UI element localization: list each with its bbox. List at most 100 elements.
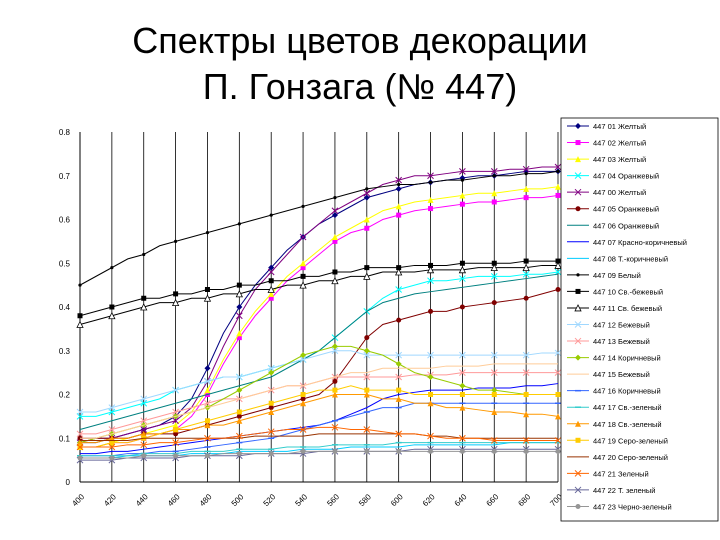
legend-label: 447 00 Желтый (593, 188, 646, 197)
data-point (364, 335, 370, 341)
legend-entry: 447 09 Белый (567, 271, 641, 280)
series-line (80, 194, 559, 448)
x-tick-label: 440 (134, 492, 150, 508)
legend-label: 447 11 Св. бежевый (593, 304, 662, 313)
legend-label: 447 07 Красно-коричневый (593, 238, 687, 247)
x-tick-label: 460 (166, 492, 182, 508)
data-point (204, 365, 211, 372)
legend-marker (575, 354, 581, 361)
legend-entry: 447 13 Бежевый (567, 337, 650, 346)
y-tick-label: 0.1 (59, 434, 71, 443)
data-point (426, 265, 435, 274)
title-line-1: Спектры цветов декорации (132, 20, 588, 61)
x-tick-label: 640 (453, 492, 469, 508)
data-point (236, 409, 242, 415)
data-point (554, 261, 562, 269)
data-point (299, 426, 307, 433)
x-tick-label: 500 (230, 492, 246, 508)
data-point (364, 448, 370, 454)
data-point (204, 287, 210, 292)
legend-entry: 447 10 Св.-бежевый (567, 287, 663, 296)
data-point (331, 212, 338, 219)
series-3 (77, 183, 561, 450)
series-20 (77, 385, 561, 450)
data-point (141, 295, 147, 301)
data-point (300, 273, 306, 279)
y-tick-label: 0 (66, 478, 71, 487)
data-point (140, 426, 148, 433)
data-point (523, 295, 529, 301)
data-point (268, 405, 274, 411)
legend-marker (575, 123, 581, 129)
data-point (428, 392, 434, 397)
data-point (459, 304, 465, 310)
data-point (523, 195, 529, 201)
data-point (395, 203, 402, 210)
series-24 (77, 448, 561, 461)
data-point (76, 320, 84, 328)
data-point (77, 439, 83, 446)
data-point (173, 453, 179, 459)
data-point (459, 392, 465, 397)
series-line (80, 402, 558, 457)
data-point (172, 417, 179, 425)
series-22 (76, 423, 562, 451)
data-point (459, 434, 466, 442)
data-point (491, 190, 498, 197)
data-point (364, 387, 370, 393)
series-line (80, 289, 559, 439)
x-tick-label: 400 (70, 492, 86, 508)
legend-entry: 447 11 Св. бежевый (567, 304, 662, 313)
data-point (173, 427, 179, 432)
data-point (236, 417, 243, 424)
data-point (491, 392, 497, 397)
data-point (172, 422, 179, 429)
data-point (140, 303, 148, 311)
data-point (395, 360, 402, 367)
data-point (300, 448, 306, 454)
data-point (428, 308, 434, 314)
data-point (76, 430, 84, 438)
data-point (300, 400, 307, 407)
data-point (108, 404, 116, 411)
y-tick-label: 0.3 (59, 347, 71, 356)
data-point (140, 395, 148, 403)
data-point (109, 455, 115, 461)
data-point (365, 187, 369, 191)
data-point (395, 185, 402, 192)
data-point (142, 252, 146, 257)
data-point (396, 212, 402, 218)
data-point (267, 268, 275, 276)
data-point (396, 265, 402, 271)
data-point (331, 276, 339, 285)
data-point (555, 192, 561, 198)
data-point (267, 364, 275, 372)
series-19 (77, 391, 561, 446)
legend-entry: 447 12 Бежевый (567, 321, 650, 330)
data-point (459, 382, 466, 389)
data-point (428, 448, 434, 454)
data-point (204, 387, 211, 394)
data-point (395, 176, 403, 184)
data-point (427, 172, 434, 180)
data-point (204, 399, 211, 407)
data-point (268, 369, 275, 376)
data-point (459, 275, 466, 282)
legend-marker (575, 206, 581, 212)
data-point (300, 396, 306, 402)
series-line (80, 426, 558, 448)
series-12 (76, 261, 562, 328)
data-point (204, 453, 210, 459)
data-point (491, 199, 497, 205)
data-point (331, 343, 338, 350)
data-point (171, 298, 180, 307)
data-point (523, 258, 529, 264)
data-point (236, 304, 243, 310)
title-line-2: П. Гонзага (№ 447) (202, 66, 518, 107)
axes (79, 132, 558, 483)
data-point (237, 222, 241, 226)
series-line (80, 450, 558, 459)
data-point (300, 352, 307, 359)
data-point (300, 260, 307, 267)
data-point (203, 294, 212, 302)
